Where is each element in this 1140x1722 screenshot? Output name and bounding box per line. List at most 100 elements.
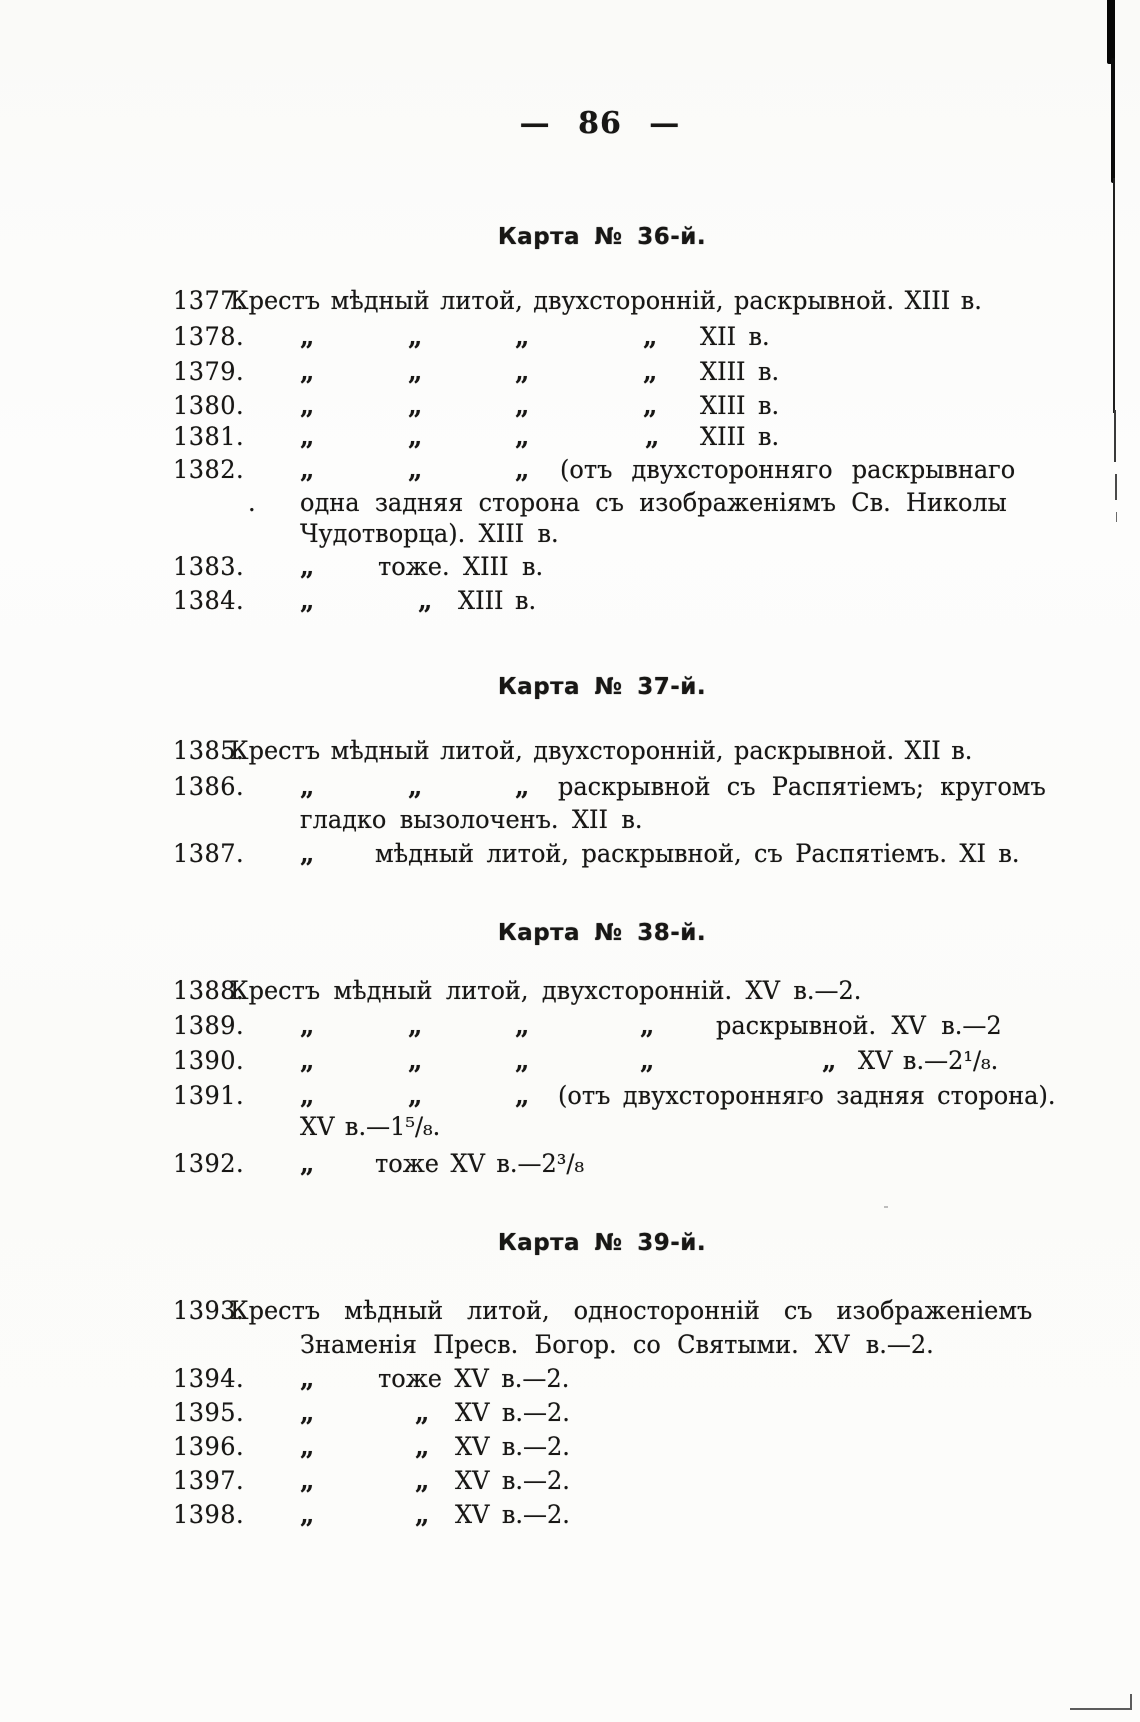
entry-text: XIII в. [458,586,537,615]
entry-number: 1397. [173,1466,245,1495]
ditto-mark: „ [300,1466,315,1496]
section-heading: Карта № 37-й. [497,674,707,700]
entry-text: XV в.—2. [455,1500,570,1529]
ditto-mark: „ [300,772,315,802]
ditto-mark: „ [300,322,315,352]
entry-text: (отъ двухсторонняго задняя сторона). [558,1081,1056,1110]
entry-text: гладко вызолоченъ. XII в. [300,805,643,834]
scan-edge-line-thin [1113,178,1115,413]
ditto-mark: „ [515,1081,530,1111]
entry-number: 1386. [173,772,245,801]
ditto-mark: „ [415,1398,430,1428]
entry-text: Крестъ мѣдный литой, двухсторонній, раск… [230,736,973,765]
scan-edge-dash-small [1116,512,1117,522]
ditto-mark: „ [515,391,530,421]
ditto-mark: „ [415,1432,430,1462]
entry-number: 1381. [173,422,245,451]
ditto-mark: „ [408,1011,423,1041]
ditto-mark: „ [645,422,660,452]
entry-number: 1378. [173,322,245,351]
ditto-mark: „ [515,422,530,452]
ditto-mark: „ [300,1149,315,1179]
entry-text: Крестъ мѣдный литой, двухсторонній, раск… [230,286,982,315]
scan-speck [884,1206,888,1208]
entry-number: 1380. [173,391,245,420]
scan-bottom-edge-line [1070,1708,1132,1710]
entry-text: мѣдный литой, раскрывной, съ Распятіемъ.… [375,839,1020,868]
entry-text: . [248,488,256,517]
ditto-mark: „ [408,772,423,802]
ditto-mark: „ [300,839,315,869]
scan-edge-dash [1115,474,1117,500]
entry-number: 1383. [173,552,245,581]
section-heading: Карта № 38-й. [497,920,707,946]
ditto-mark: „ [640,1046,655,1076]
entry-number: 1377. [173,286,245,315]
ditto-mark: „ [300,422,315,452]
entry-number: 1398. [173,1500,245,1529]
entry-text: XIII в. [700,422,780,451]
ditto-mark: „ [408,1081,423,1111]
entry-number: 1391. [173,1081,245,1110]
ditto-mark: „ [408,1046,423,1076]
entry-number: 1387. [173,839,245,868]
ditto-mark: „ [515,772,530,802]
ditto-mark: „ [300,552,315,582]
ditto-mark: „ [300,1500,315,1530]
entry-number: 1384. [173,586,245,615]
entry-text: тоже XV в.—2³/₈ [375,1149,585,1178]
ditto-mark: „ [515,1046,530,1076]
ditto-mark: „ [408,455,423,485]
scan-edge-line-medium [1111,58,1115,183]
ditto-mark: „ [300,391,315,421]
ditto-mark: „ [418,586,433,616]
entry-text: тоже XV в.—2. [378,1364,570,1393]
section-heading: Карта № 36-й. [497,224,707,250]
ditto-mark: „ [822,1046,837,1076]
ditto-mark: „ [408,322,423,352]
ditto-mark: „ [515,322,530,352]
entry-number: 1394. [173,1364,245,1393]
entry-number: 1385. [173,736,245,765]
scan-edge-line-faint [1114,410,1116,462]
ditto-mark: „ [300,357,315,387]
ditto-mark: „ [640,1011,655,1041]
ditto-mark: „ [408,357,423,387]
ditto-mark: „ [515,357,530,387]
entry-text: Чудотворца). XIII в. [300,519,559,548]
entry-number: 1392. [173,1149,245,1178]
ditto-mark: „ [415,1500,430,1530]
ditto-mark: „ [408,422,423,452]
ditto-mark: „ [415,1466,430,1496]
ditto-mark: „ [515,1011,530,1041]
section-heading: Карта № 39-й. [497,1230,707,1256]
entry-text: XV в.—2. [455,1398,570,1427]
scan-bottom-edge-hook [1130,1694,1132,1710]
entry-text: раскрывной съ Распятіемъ; кругомъ [558,772,1046,801]
entry-text: XV в.—1⁵/₈. [300,1112,441,1141]
ditto-mark: „ [643,391,658,421]
page-number: — 86 — [519,106,681,141]
ditto-mark: „ [300,586,315,616]
entry-text: XII в. [700,322,770,351]
entry-number: 1388. [173,976,245,1005]
entry-text: XIII в. [700,357,780,386]
ditto-mark: „ [515,455,530,485]
entry-number: 1382. [173,455,245,484]
entry-text: одна задняя сторона съ изображеніямъ Св.… [300,488,1007,517]
entry-text: Крестъ мѣдный литой, односторонній съ из… [230,1296,1033,1325]
entry-text: XIII в. [700,391,780,420]
ditto-mark: „ [408,391,423,421]
entry-number: 1379. [173,357,245,386]
entry-text: (отъ двухсторонняго раскрывнаго [560,455,1016,484]
entry-text: Крестъ мѣдный литой, двухсторонній. XV в… [230,976,862,1005]
ditto-mark: „ [643,357,658,387]
ditto-mark: „ [300,1046,315,1076]
ditto-mark: „ [300,1432,315,1462]
ditto-mark: „ [300,455,315,485]
entry-number: 1389. [173,1011,245,1040]
entry-text: XV в.—2. [455,1432,570,1461]
entry-number: 1396. [173,1432,245,1461]
entry-number: 1395. [173,1398,245,1427]
